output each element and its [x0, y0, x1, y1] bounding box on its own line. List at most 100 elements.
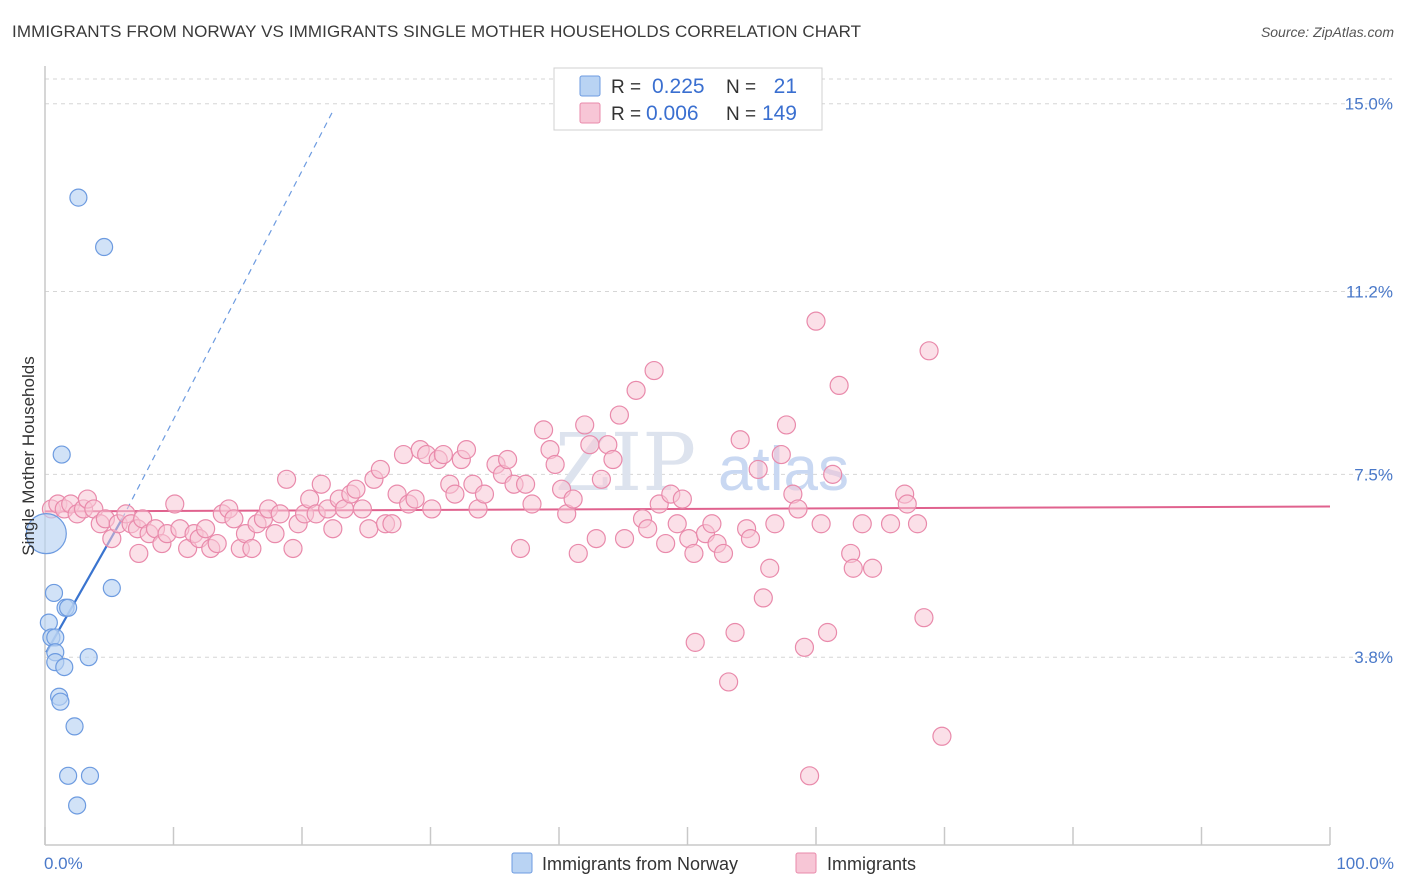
point-immigrants-89 [575, 415, 595, 435]
point-immigrants-123 [776, 415, 797, 435]
point-immigrants-95 [609, 405, 629, 425]
point-immigrants-99 [638, 519, 658, 539]
point-immigrants-135 [852, 514, 872, 534]
point-immigrants-137 [880, 514, 901, 534]
point-immigrants-79 [510, 538, 531, 559]
point-immigrants-16 [129, 543, 149, 564]
point-norway-4 [102, 578, 121, 598]
point-norway-18 [59, 766, 78, 785]
point-norway-17 [65, 717, 84, 736]
point-immigrants-134 [843, 558, 863, 578]
point-immigrants-136 [862, 558, 883, 578]
point-immigrants-96 [614, 528, 635, 549]
point-immigrants-88 [568, 543, 588, 564]
point-immigrants-113 [719, 672, 739, 692]
legend-box: R = 0.225 N = 21 R = 0.006 N = 149 [553, 67, 823, 131]
point-immigrants-77 [498, 449, 518, 470]
point-norway-14 [55, 657, 74, 677]
point-immigrants-143 [932, 726, 952, 746]
point-norway-20 [68, 796, 87, 815]
point-immigrants-139 [897, 494, 917, 514]
point-norway-0 [25, 513, 67, 555]
y-tick-label-3: 15.0% [1345, 95, 1393, 114]
axes [44, 66, 1331, 846]
point-immigrants-142 [919, 341, 939, 361]
x-tick-label-min: 0.0% [44, 854, 83, 873]
point-immigrants-87 [563, 489, 583, 509]
legend-n-label-2: N = [726, 104, 756, 125]
legend-n-value-2: 149 [762, 102, 797, 125]
x-tick-label-max: 100.0% [1336, 854, 1394, 873]
point-immigrants-105 [672, 489, 692, 509]
point-immigrants-129 [811, 514, 831, 534]
trend-lines [44, 108, 1331, 653]
point-immigrants-90 [580, 435, 600, 455]
point-immigrants-120 [760, 558, 780, 578]
trend-line-norway-extended [121, 108, 335, 520]
point-immigrants-130 [817, 622, 838, 643]
point-immigrants-80 [515, 474, 536, 494]
point-immigrants-21 [165, 494, 185, 514]
bottom-legend-immigrants: Immigrants [827, 854, 916, 874]
y-tick-label-1: 7.5% [1354, 465, 1393, 484]
point-immigrants-115 [730, 430, 750, 450]
point-immigrants-132 [829, 375, 849, 395]
point-immigrants-104 [667, 514, 687, 534]
point-immigrants-141 [914, 608, 934, 628]
point-norway-7 [59, 598, 78, 617]
point-immigrants-53 [352, 499, 372, 519]
data-points [25, 188, 952, 815]
point-immigrants-118 [748, 459, 768, 480]
point-immigrants-38 [265, 524, 285, 544]
source-label: Source: ZipAtlas.com [1260, 24, 1394, 40]
point-immigrants-82 [533, 420, 554, 440]
point-norway-2 [95, 237, 114, 257]
point-norway-1 [69, 188, 88, 207]
point-norway-12 [79, 648, 98, 667]
point-immigrants-117 [740, 528, 761, 549]
point-immigrants-62 [405, 489, 425, 509]
point-immigrants-48 [323, 519, 343, 539]
point-immigrants-41 [283, 538, 303, 559]
point-immigrants-56 [370, 459, 390, 480]
point-immigrants-126 [794, 637, 815, 657]
point-immigrants-26 [196, 519, 216, 539]
point-immigrants-67 [433, 444, 453, 465]
point-immigrants-125 [788, 499, 808, 519]
grid-lines [45, 78, 1392, 658]
bottom-legend: Immigrants from Norway Immigrants [511, 852, 916, 874]
point-immigrants-69 [445, 484, 465, 504]
point-immigrants-74 [474, 484, 495, 504]
point-immigrants-112 [713, 543, 734, 564]
point-immigrants-94 [603, 449, 623, 470]
point-immigrants-128 [806, 311, 826, 331]
y-tick-label-0: 3.8% [1354, 648, 1393, 667]
point-norway-16 [51, 692, 70, 711]
point-immigrants-60 [393, 444, 414, 465]
point-immigrants-121 [765, 514, 785, 534]
bottom-legend-swatch-norway [511, 852, 533, 874]
point-immigrants-65 [422, 499, 442, 519]
point-immigrants-131 [823, 464, 843, 484]
point-immigrants-84 [545, 454, 565, 475]
legend-n-value-1: 21 [774, 75, 797, 98]
point-immigrants-54 [359, 519, 379, 539]
point-norway-5 [44, 583, 64, 603]
point-immigrants-31 [224, 509, 244, 529]
point-norway-19 [80, 766, 100, 785]
point-immigrants-140 [907, 514, 928, 534]
legend-r-value-1: 0.225 [652, 75, 705, 98]
point-immigrants-122 [771, 444, 791, 465]
legend-swatch-blue [579, 75, 601, 97]
point-immigrants-81 [522, 494, 542, 514]
y-tick-label-2: 11.2% [1346, 283, 1393, 302]
legend-r-value-2: 0.006 [646, 102, 699, 125]
point-immigrants-110 [702, 514, 722, 534]
legend-r-label-2: R = [611, 104, 641, 125]
point-immigrants-34 [242, 538, 262, 559]
point-immigrants-127 [799, 766, 820, 786]
point-immigrants-119 [753, 588, 773, 608]
point-immigrants-100 [644, 360, 664, 381]
point-immigrants-91 [586, 528, 606, 549]
